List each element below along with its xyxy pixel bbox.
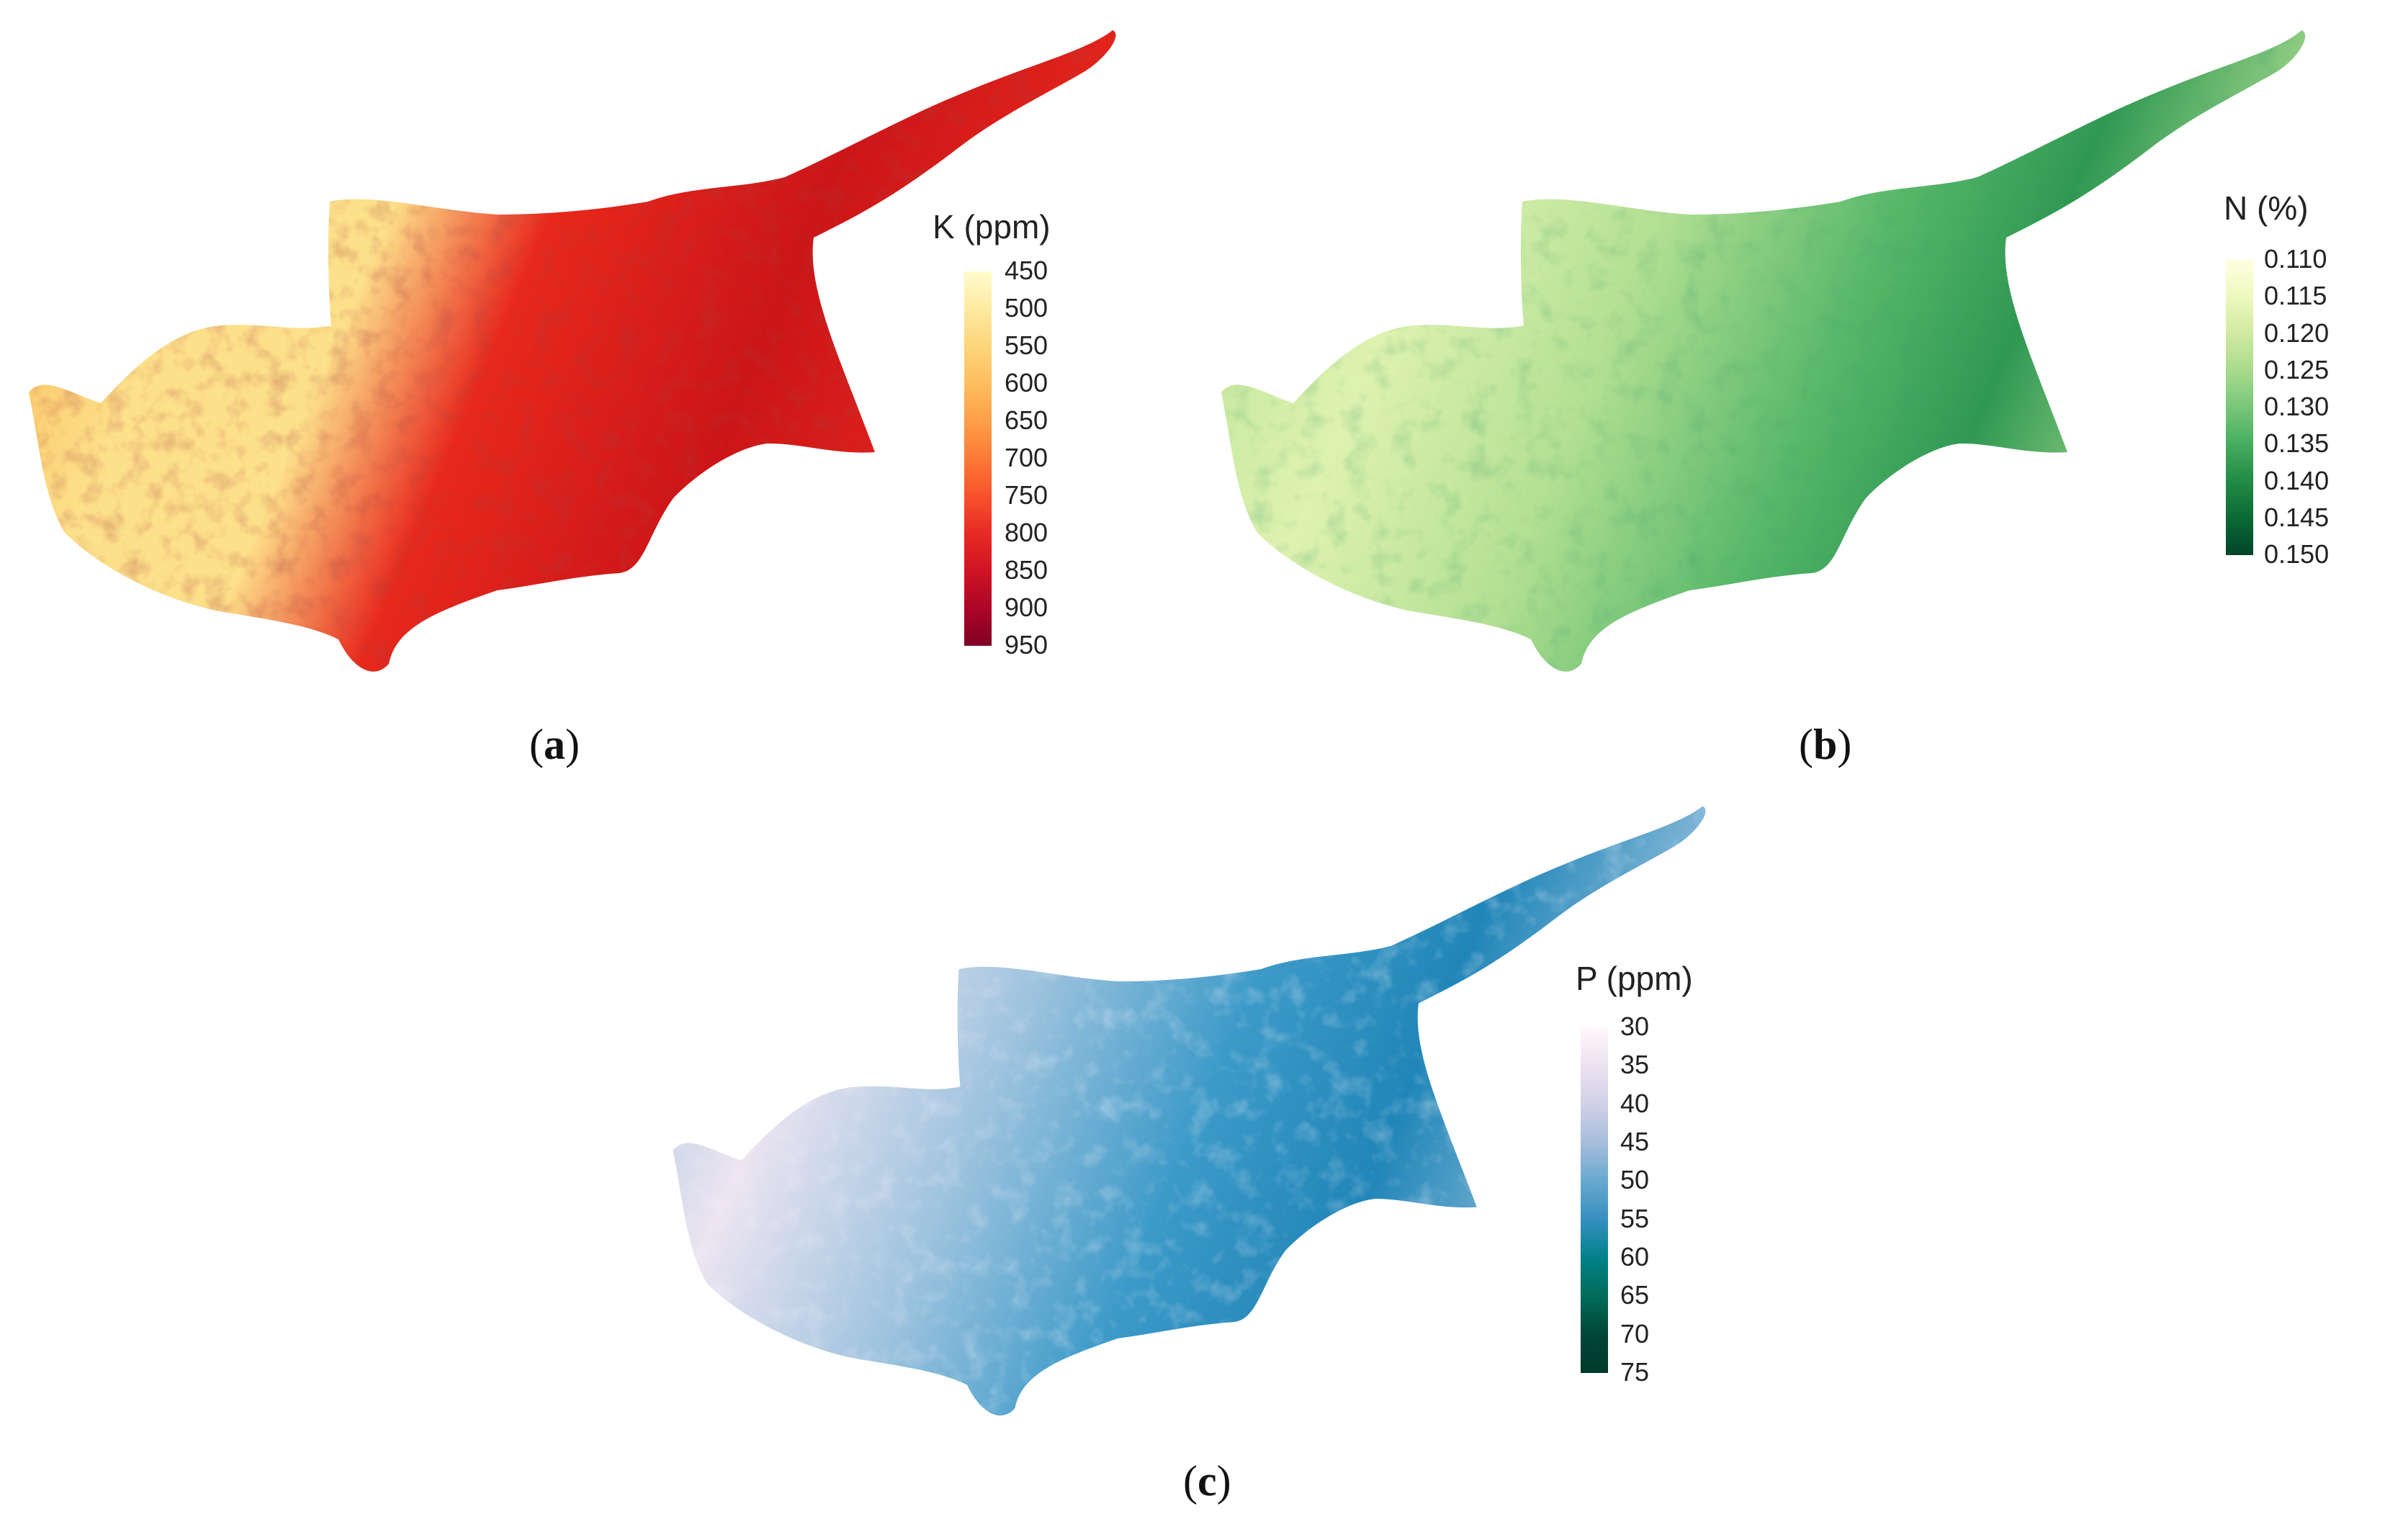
nitrogen-map: [1221, 30, 2306, 672]
legend-tick-n: 0.110: [2264, 244, 2327, 274]
legend-tick-k: 450: [1005, 256, 1048, 285]
legend-tick-p: 35: [1620, 1050, 1650, 1080]
legend-tick-p: 55: [1620, 1203, 1650, 1233]
legend-tick-n: 0.115: [2264, 281, 2327, 311]
legend-tick-n: 0.140: [2264, 465, 2330, 495]
legend-tick-n: 0.145: [2264, 502, 2330, 532]
legend-tick-p: 60: [1620, 1242, 1650, 1271]
legend-tick-k: 950: [1005, 630, 1048, 659]
legend-tick-n: 0.120: [2264, 318, 2330, 348]
legend-tick-p: 30: [1620, 1012, 1650, 1041]
legend-tick-p: 70: [1620, 1318, 1650, 1348]
legend-tick-p: 75: [1620, 1357, 1650, 1387]
legend-tick-k: 850: [1005, 555, 1048, 585]
caption-b: (b): [1799, 721, 1852, 768]
legend-tick-k: 650: [1005, 405, 1048, 435]
legend-tick-n: 0.130: [2264, 392, 2330, 421]
legend-tick-k: 550: [1005, 330, 1048, 360]
potassium-map: [29, 30, 1116, 672]
legend-tick-k: 900: [1005, 593, 1048, 622]
legend-tick-p: 45: [1620, 1127, 1650, 1156]
panel-b: N (%) 0.110 0.115 0.120 0.125 0.130 0.135 0.14…: [1192, 0, 2385, 778]
legend-tick-p: 50: [1620, 1165, 1650, 1195]
legend-title-n: N (%): [2224, 189, 2309, 227]
legend-tick-k: 700: [1005, 443, 1048, 472]
legend-bar-p: [1580, 1027, 1609, 1374]
legend-tick-p: 65: [1620, 1280, 1650, 1310]
caption-a: (a): [529, 721, 580, 768]
legend-tick-k: 750: [1005, 480, 1048, 510]
caption-c: (c): [1183, 1457, 1231, 1505]
panel-c: P (ppm) 30 35 40 45 50 55 60 65 70 75 (c): [648, 778, 1728, 1540]
legend-tick-k: 800: [1005, 518, 1048, 547]
legend-tick-n: 0.135: [2264, 428, 2330, 459]
phosphorus-map: [673, 806, 1706, 1416]
legend-title-k: K (ppm): [933, 208, 1051, 246]
legend-tick-p: 40: [1620, 1088, 1650, 1118]
legend-tick-k: 500: [1005, 293, 1048, 323]
panel-a: K (ppm) 450 500 550 600 650 700 750 800 850 900 95…: [0, 0, 1192, 778]
legend-tick-n: 0.125: [2264, 354, 2330, 384]
legend-tick-n: 0.150: [2264, 539, 2330, 569]
legend-tick-k: 600: [1005, 368, 1048, 397]
legend-bar-n: [2225, 259, 2254, 556]
legend-bar-k: [964, 271, 992, 647]
legend-title-p: P (ppm): [1576, 960, 1693, 997]
